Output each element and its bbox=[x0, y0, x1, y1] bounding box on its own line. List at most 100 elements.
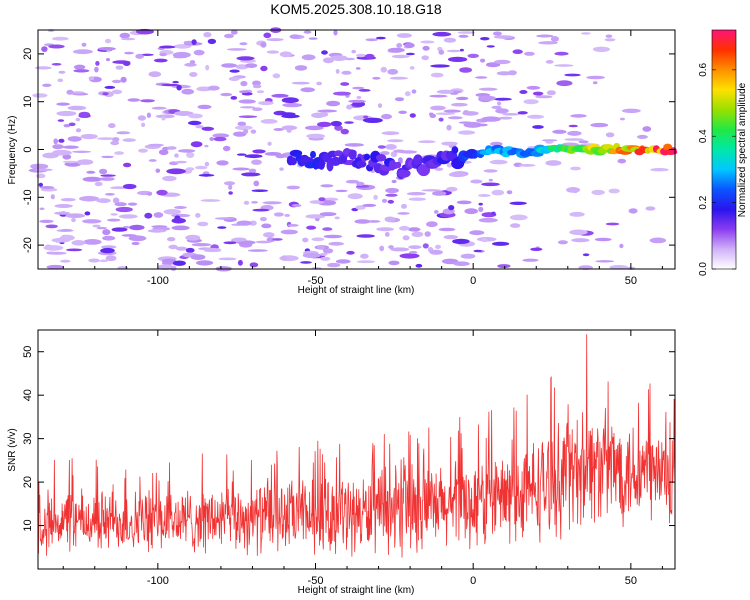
spectrogram-cell bbox=[96, 226, 108, 230]
spectrogram-cell bbox=[228, 184, 233, 190]
spectrogram-cell bbox=[481, 237, 488, 243]
spectrogram-cell bbox=[135, 53, 144, 59]
spectrogram-cell bbox=[495, 108, 509, 114]
spectrogram-cell bbox=[127, 98, 141, 102]
spectrogram-cell bbox=[398, 110, 408, 115]
spectrogram-cell bbox=[373, 194, 378, 200]
spectrogram-cell bbox=[538, 41, 558, 45]
spectrogram-cell bbox=[75, 117, 81, 122]
spectrogram-cell bbox=[249, 220, 257, 226]
spectrogram-cell bbox=[564, 138, 584, 141]
spectrogram-cell bbox=[340, 128, 349, 135]
spectrogram-cell bbox=[216, 160, 229, 166]
spectrogram-cell bbox=[99, 259, 108, 263]
spectrogram-cell bbox=[365, 38, 379, 42]
snr-ytick-label: 10 bbox=[22, 519, 34, 531]
spectrogram-cell bbox=[523, 99, 539, 105]
spectrogram-cell bbox=[259, 217, 267, 222]
spectrogram-cell bbox=[335, 189, 348, 193]
spectrogram-cell bbox=[322, 227, 333, 231]
spectrogram-cell bbox=[171, 225, 190, 231]
spectrogram-cell bbox=[348, 99, 366, 103]
spectrogram-cell bbox=[185, 247, 195, 253]
spectrogram-cell bbox=[448, 205, 455, 211]
spectrogram-cell bbox=[390, 151, 398, 158]
spectrogram-cell bbox=[128, 235, 147, 242]
spectrogram-cell bbox=[434, 209, 439, 214]
spectrogram-cell bbox=[570, 166, 581, 171]
snr-background bbox=[38, 330, 675, 569]
spectrogram-cell bbox=[156, 189, 168, 196]
spectrogram-cell bbox=[252, 80, 261, 86]
spectrogram-cell bbox=[545, 140, 554, 144]
spectrogram-cell bbox=[586, 75, 605, 80]
spectrogram-cell bbox=[51, 63, 62, 66]
spectrogram-cell bbox=[464, 208, 479, 215]
spectrogram-cell bbox=[129, 224, 145, 231]
spectrogram-ytick-label: 20 bbox=[22, 48, 34, 60]
spectrogram-cell bbox=[459, 48, 464, 52]
spectrogram-cell bbox=[252, 149, 266, 154]
spectrogram-cell bbox=[266, 237, 276, 243]
spectrogram-cell bbox=[155, 114, 175, 119]
spectrogram-cell bbox=[409, 250, 418, 254]
spectrogram-cell bbox=[188, 120, 202, 126]
spectrogram-cell bbox=[138, 148, 148, 153]
spectrogram-cell bbox=[628, 208, 638, 214]
spectrogram-cell bbox=[398, 157, 403, 163]
spectrogram-cell bbox=[241, 172, 261, 177]
spectrogram-cell bbox=[384, 216, 396, 222]
spectrogram-cell bbox=[71, 217, 76, 223]
spectrogram-cell bbox=[408, 197, 426, 201]
spectrogram-cell bbox=[34, 168, 53, 172]
spectrogram-cell bbox=[379, 245, 385, 252]
spectrogram-cell bbox=[72, 150, 92, 153]
spectrogram-cell bbox=[376, 36, 386, 40]
spectrogram-cell bbox=[51, 237, 71, 243]
spectrogram-cell bbox=[494, 59, 511, 65]
spectrogram-cell bbox=[66, 89, 74, 95]
spectrogram-cell bbox=[83, 239, 102, 245]
spectrogram-cell bbox=[32, 93, 48, 98]
spectrogram-cell bbox=[158, 149, 169, 156]
spectrogram-cell bbox=[469, 230, 485, 236]
spectrogram-cell bbox=[328, 241, 345, 246]
spectrogram-cell bbox=[79, 195, 100, 202]
spectrogram-cell bbox=[415, 263, 423, 268]
spectrogram-cell bbox=[163, 209, 182, 215]
spectrogram-cell bbox=[111, 79, 122, 84]
spectrogram-cell bbox=[65, 213, 86, 218]
spectrogram-cell bbox=[205, 64, 210, 71]
spectrogram-cell bbox=[595, 260, 615, 263]
spectrogram-cell bbox=[404, 91, 411, 97]
spectrogram-cell bbox=[114, 151, 125, 155]
spectrogram-cell bbox=[201, 126, 215, 131]
spectrogram-cell bbox=[203, 32, 212, 38]
spectrogram-cell bbox=[96, 198, 111, 204]
spectrogram-cell bbox=[186, 152, 195, 158]
spectrogram-cell bbox=[238, 90, 250, 94]
spectrogram-cell bbox=[84, 211, 91, 216]
spectrogram-cell bbox=[172, 260, 186, 266]
spectrogram-cell bbox=[39, 186, 55, 189]
spectrogram-cell bbox=[663, 143, 673, 151]
spectrogram-cell bbox=[245, 63, 258, 68]
spectrogram-cell bbox=[45, 224, 58, 229]
spectrogram-cell bbox=[300, 261, 312, 264]
spectrogram-cell bbox=[396, 43, 403, 48]
spectrogram-cell bbox=[228, 191, 233, 195]
spectrogram-cell bbox=[645, 206, 656, 211]
spectrogram-cell bbox=[249, 262, 259, 268]
spectrogram-cell bbox=[122, 183, 137, 190]
spectrogram-cell bbox=[108, 123, 116, 129]
spectrogram-cell bbox=[56, 110, 77, 117]
spectrogram-cell bbox=[509, 214, 528, 221]
spectrogram-cell bbox=[348, 149, 357, 160]
spectrogram-cell bbox=[355, 67, 361, 70]
spectrogram-cell bbox=[253, 180, 260, 187]
spectrogram-cell bbox=[306, 133, 326, 139]
spectrogram-cell bbox=[272, 238, 283, 241]
spectrogram-cell bbox=[530, 247, 543, 251]
spectrogram-cell bbox=[546, 90, 556, 96]
spectrogram-cell bbox=[118, 214, 138, 219]
